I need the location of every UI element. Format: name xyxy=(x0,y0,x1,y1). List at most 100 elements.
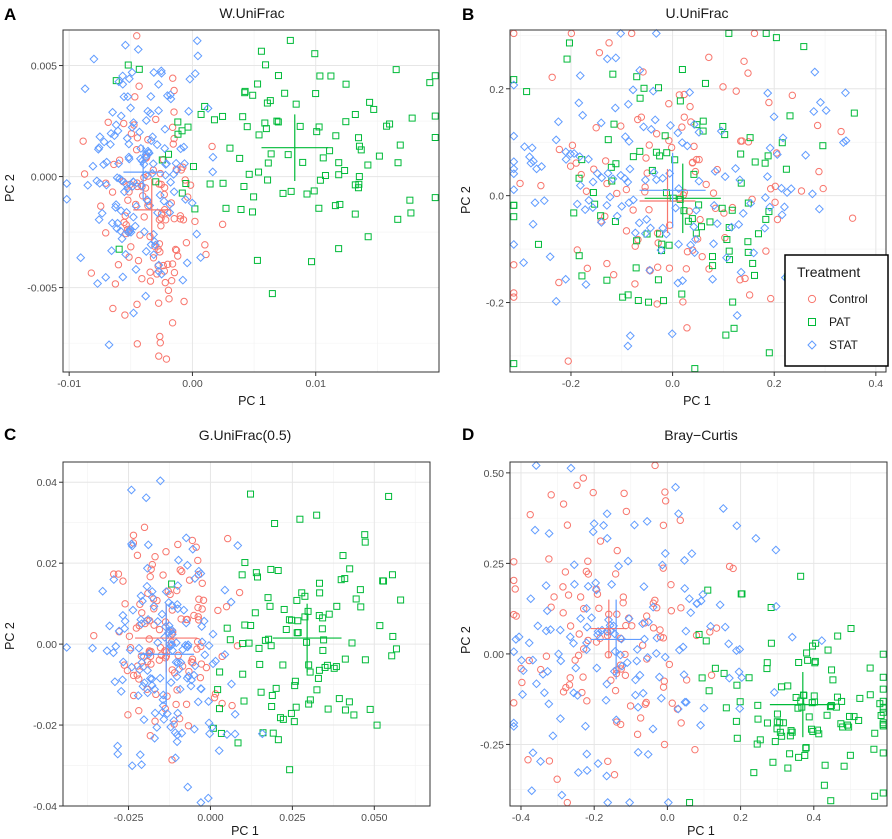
point-control xyxy=(819,184,827,193)
point-control xyxy=(188,536,197,545)
point-control xyxy=(631,280,639,288)
point-control xyxy=(109,304,117,313)
point-stat xyxy=(136,615,146,625)
point-stat xyxy=(200,650,210,660)
point-pat xyxy=(660,297,668,305)
point-control xyxy=(788,91,797,100)
point-control xyxy=(170,108,178,116)
point-control xyxy=(168,319,177,327)
point-stat xyxy=(257,729,267,739)
legend-box xyxy=(784,254,889,367)
point-pat xyxy=(695,630,703,638)
point-pat xyxy=(654,276,662,284)
point-pat xyxy=(267,642,275,650)
point-stat xyxy=(62,642,72,652)
point-pat xyxy=(254,80,262,88)
point-pat xyxy=(811,659,819,667)
point-pat xyxy=(787,727,795,735)
point-pat xyxy=(879,708,887,716)
point-stat xyxy=(141,291,151,301)
point-control xyxy=(563,521,572,529)
point-control xyxy=(181,176,189,184)
x-tick-label: 0.0 xyxy=(660,812,675,824)
point-stat xyxy=(698,589,708,599)
point-control xyxy=(741,274,749,283)
point-control xyxy=(122,221,130,229)
point-stat xyxy=(193,697,203,707)
point-control xyxy=(173,686,181,694)
point-pat xyxy=(370,105,378,113)
point-stat xyxy=(531,460,541,470)
point-stat xyxy=(769,112,779,122)
point-control xyxy=(564,357,572,365)
point-stat xyxy=(137,619,147,629)
point-pat xyxy=(241,621,249,629)
point-pat xyxy=(269,729,277,737)
point-pat xyxy=(189,163,197,171)
point-pat xyxy=(115,245,123,253)
point-pat xyxy=(431,134,439,142)
point-control xyxy=(576,593,585,601)
point-stat xyxy=(144,649,154,659)
point-stat xyxy=(172,737,182,747)
point-stat xyxy=(62,178,72,188)
point-control xyxy=(677,719,685,727)
point-stat xyxy=(154,260,164,270)
point-pat xyxy=(301,613,309,621)
point-stat xyxy=(162,91,172,101)
point-pat xyxy=(575,252,583,260)
point-control xyxy=(537,181,545,190)
point-stat xyxy=(525,152,535,162)
point-stat xyxy=(518,666,528,676)
point-stat xyxy=(192,229,202,239)
point-stat xyxy=(771,545,781,555)
point-pat xyxy=(732,717,740,725)
point-pat xyxy=(294,617,302,625)
point-control xyxy=(712,624,721,632)
point-pat xyxy=(676,97,684,105)
point-stat xyxy=(765,143,775,153)
point-control xyxy=(161,278,169,287)
point-control xyxy=(729,564,737,573)
point-stat xyxy=(686,240,696,250)
point-stat xyxy=(130,221,140,231)
point-stat xyxy=(119,92,129,102)
point-stat xyxy=(735,175,745,185)
point-stat xyxy=(589,519,599,529)
point-pat xyxy=(819,142,827,150)
point-stat xyxy=(142,665,153,675)
legend-label-pat: PAT xyxy=(829,315,851,329)
point-control xyxy=(129,691,138,700)
point-pat xyxy=(292,703,300,711)
point-pat xyxy=(633,237,641,245)
point-stat xyxy=(165,90,175,100)
point-control xyxy=(124,196,132,204)
point-control xyxy=(645,206,653,214)
point-stat xyxy=(205,729,215,739)
point-control xyxy=(511,585,519,593)
point-pat xyxy=(844,721,852,729)
y-axis-label-c: PC 2 xyxy=(3,622,17,650)
point-control xyxy=(162,548,170,556)
point-stat xyxy=(524,638,534,648)
point-stat xyxy=(588,527,598,537)
point-stat xyxy=(643,617,653,627)
point-stat xyxy=(602,679,612,689)
point-pat xyxy=(257,688,265,696)
point-stat xyxy=(92,176,102,186)
point-stat xyxy=(731,164,741,174)
x-tick-label: -0.4 xyxy=(512,812,530,824)
point-pat xyxy=(589,189,597,197)
point-stat xyxy=(544,528,554,538)
point-stat xyxy=(166,678,176,688)
point-pat xyxy=(256,660,264,668)
point-pat xyxy=(879,697,887,705)
point-control xyxy=(198,605,206,613)
point-pat xyxy=(264,176,272,184)
point-pat xyxy=(850,109,858,117)
point-stat xyxy=(555,625,565,635)
point-stat xyxy=(620,132,630,142)
point-stat xyxy=(532,164,542,174)
point-stat xyxy=(527,143,537,153)
point-pat xyxy=(285,616,293,624)
